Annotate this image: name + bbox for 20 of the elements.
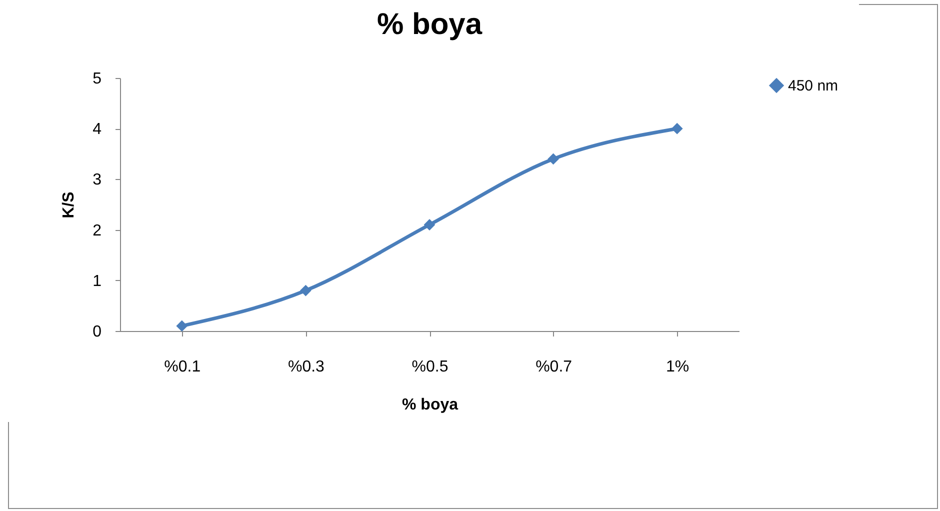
x-tick-label: %0.1	[164, 358, 201, 376]
y-tick-label: 5	[92, 70, 102, 88]
x-axis-title: % boya	[402, 396, 458, 414]
y-tick-label: 1	[92, 272, 102, 290]
x-tick-label: 1%	[666, 358, 690, 376]
x-tick-label: %0.3	[288, 358, 325, 376]
y-tick-label: 2	[92, 222, 102, 240]
legend-label: 450 nm	[788, 78, 838, 94]
x-tick-label: %0.7	[536, 358, 572, 376]
y-tick-label: 3	[92, 172, 102, 189]
chart-title: % boya	[376, 8, 482, 41]
point	[424, 219, 436, 230]
y-tick-label: 4	[92, 121, 102, 138]
y-tick-label: 0	[92, 324, 102, 340]
x-tick-label: %0.5	[412, 358, 448, 376]
point	[176, 320, 188, 332]
point	[548, 153, 559, 165]
y-axis-title: K/S	[60, 191, 78, 218]
point	[300, 284, 312, 296]
point	[671, 122, 683, 134]
